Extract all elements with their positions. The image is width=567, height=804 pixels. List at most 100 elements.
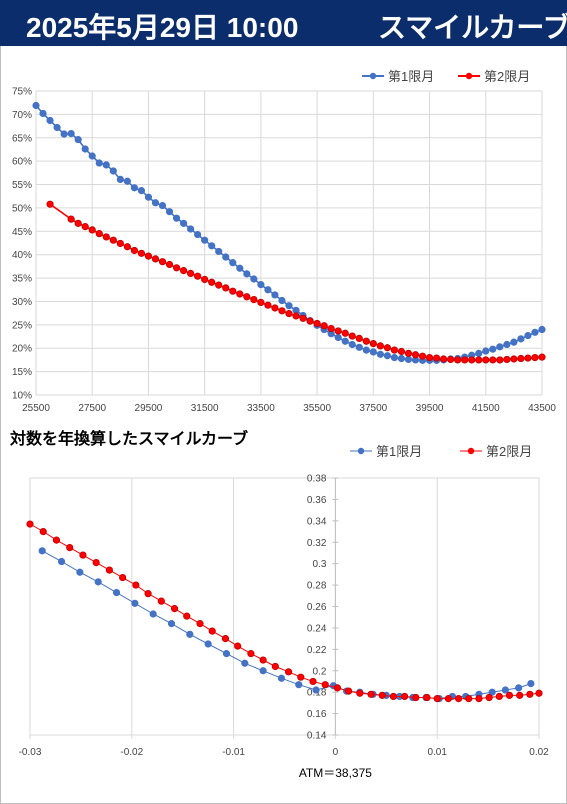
data-point-series-2 (475, 694, 483, 703)
data-point-series-1 (194, 230, 202, 239)
data-point-series-1 (222, 650, 231, 658)
data-point-series-2 (67, 215, 75, 223)
data-point-series-1 (57, 557, 66, 566)
data-point-series-2 (292, 312, 300, 320)
y-tick-label: 0.24 (307, 623, 327, 634)
x-tick-label: 31500 (191, 403, 219, 414)
data-point-series-2 (461, 356, 469, 364)
legend-marker-1 (369, 72, 377, 80)
legend-marker-2 (467, 447, 475, 455)
data-point-series-2 (397, 347, 406, 356)
data-point-series-2 (165, 260, 174, 269)
data-point-series-2 (411, 351, 420, 359)
data-point-series-2 (404, 349, 413, 357)
data-point-series-2 (309, 677, 317, 686)
data-point-series-2 (313, 319, 321, 328)
data-point-series-1 (222, 253, 230, 261)
x-tick-label: 39500 (416, 403, 444, 414)
data-point-series-1 (46, 116, 54, 125)
data-point-series-1 (489, 345, 497, 353)
data-point-series-2 (348, 332, 356, 340)
data-point-series-1 (167, 620, 176, 628)
data-point-series-2 (496, 356, 504, 364)
data-point-series-1 (131, 599, 139, 607)
data-point-series-2 (465, 694, 473, 703)
data-point-series-2 (132, 581, 140, 589)
data-point-series-2 (271, 662, 279, 671)
data-point-series-2 (278, 307, 286, 315)
data-point-series-1 (264, 286, 272, 294)
data-point-series-2 (376, 342, 384, 350)
y-tick-label: 0.3 (312, 559, 326, 570)
data-point-series-2 (201, 275, 209, 284)
data-point-series-2 (425, 353, 434, 362)
data-point-series-2 (401, 692, 409, 701)
data-point-series-1 (243, 270, 251, 278)
data-point-series-2 (454, 694, 463, 703)
data-point-series-2 (39, 527, 47, 536)
x-tick-label: 25500 (22, 403, 50, 414)
data-point-series-1 (32, 101, 40, 110)
data-point-series-2 (172, 264, 181, 272)
data-point-series-2 (250, 295, 258, 304)
data-point-series-1 (515, 684, 523, 692)
data-point-series-1 (123, 177, 131, 185)
data-point-series-2 (208, 278, 216, 286)
data-point-series-2 (119, 573, 127, 582)
data-point-series-2 (306, 317, 314, 325)
x-tick-label: 33500 (247, 403, 275, 414)
data-point-series-1 (348, 340, 356, 349)
data-point-series-1 (312, 686, 320, 694)
data-point-series-1 (277, 674, 286, 682)
data-point-series-2 (158, 258, 167, 266)
data-point-series-2 (341, 329, 349, 337)
y-tick-label: 45% (12, 227, 32, 238)
data-point-series-2 (194, 272, 202, 280)
data-point-series-2 (531, 353, 539, 362)
x-tick-label: 27500 (78, 403, 106, 414)
data-point-series-2 (505, 691, 514, 699)
y-tick-label: 55% (12, 180, 32, 191)
data-point-series-2 (257, 298, 265, 306)
x-tick-label: 43500 (528, 403, 556, 414)
data-point-series-2 (151, 255, 160, 263)
data-point-series-2 (26, 520, 34, 528)
data-point-series-1 (53, 123, 61, 132)
data-point-series-1 (501, 686, 510, 694)
data-point-series-1 (60, 130, 68, 138)
data-point-series-1 (204, 640, 212, 648)
data-point-series-1 (524, 332, 532, 340)
data-point-series-2 (46, 200, 54, 208)
data-point-series-1 (116, 175, 124, 183)
data-point-series-2 (102, 233, 110, 241)
y-tick-label: 60% (12, 157, 32, 168)
data-point-series-1 (236, 264, 244, 272)
y-tick-label: 70% (12, 110, 32, 121)
data-point-series-2 (355, 334, 363, 343)
data-point-series-2 (215, 281, 223, 289)
data-point-series-1 (285, 302, 293, 310)
data-point-series-1 (475, 349, 483, 357)
y-tick-label: 35% (12, 274, 32, 285)
legend-marker-2 (465, 72, 473, 80)
series-line-2 (29, 523, 540, 700)
data-point-series-2 (196, 620, 204, 628)
data-point-series-1 (187, 225, 195, 233)
data-point-series-2 (369, 339, 377, 348)
data-point-series-2 (170, 605, 179, 613)
data-point-series-2 (264, 301, 272, 309)
data-point-series-2 (79, 551, 87, 559)
legend-label-1: 第1限月 (388, 69, 434, 84)
chart-title: 対数を年換算したスマイルカーブ (9, 429, 248, 448)
data-point-series-2 (510, 355, 518, 363)
y-tick-label: 75% (12, 87, 32, 98)
data-point-series-2 (247, 650, 255, 658)
legend-label-2: 第2限月 (484, 69, 530, 84)
y-tick-label: 0.16 (307, 709, 327, 720)
x-tick-label: 29500 (135, 403, 163, 414)
data-point-series-1 (503, 340, 511, 349)
data-point-series-1 (259, 667, 267, 675)
data-point-series-1 (151, 199, 160, 207)
data-point-series-1 (271, 291, 279, 299)
data-point-series-2 (234, 642, 242, 650)
